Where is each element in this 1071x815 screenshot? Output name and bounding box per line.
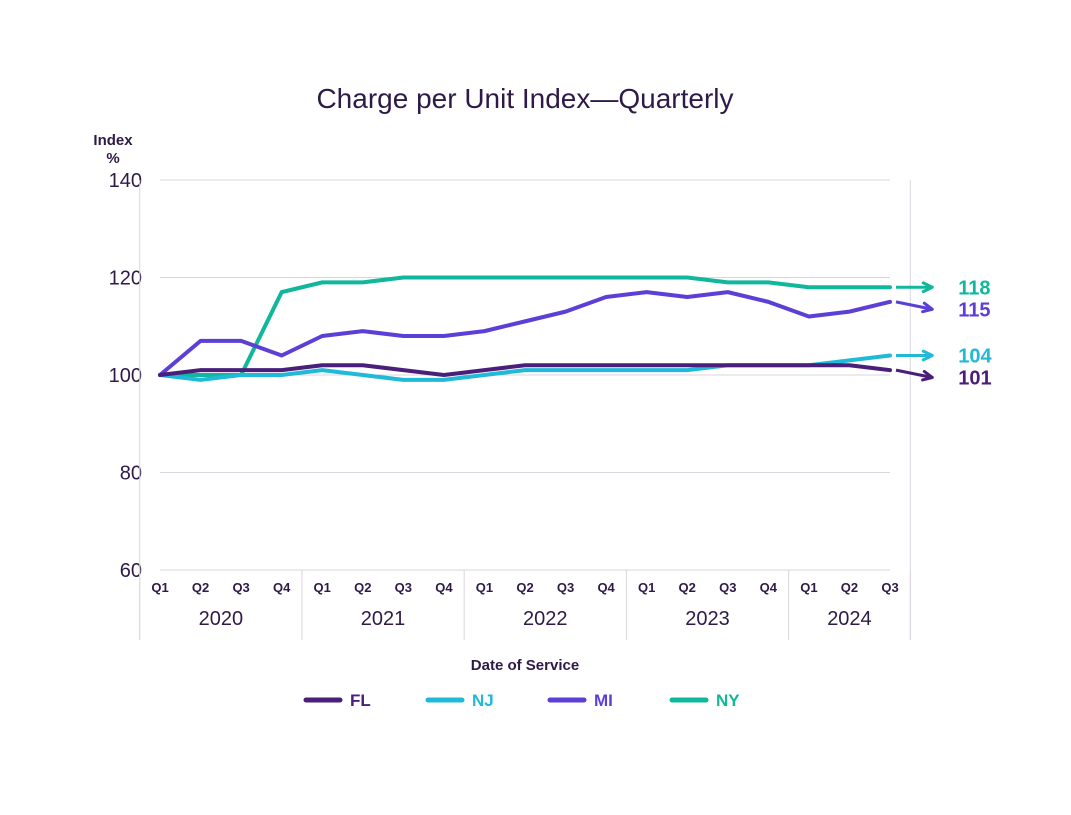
series-line-ny	[160, 278, 890, 376]
quarter-label: Q4	[597, 580, 615, 595]
chart-title: Charge per Unit Index—Quarterly	[316, 83, 733, 114]
year-label: 2021	[361, 608, 406, 630]
legend-label-nj: NJ	[472, 691, 494, 710]
yaxis-title-line1: Index	[93, 132, 133, 149]
yaxis-title-line2: %	[106, 150, 119, 167]
ytick-label: 140	[109, 170, 142, 192]
quarter-label: Q1	[800, 580, 817, 595]
xaxis-title: Date of Service	[471, 657, 579, 674]
quarter-label: Q2	[354, 580, 371, 595]
year-label: 2020	[199, 608, 244, 630]
ytick-label: 100	[109, 365, 142, 387]
series-line-mi	[160, 292, 890, 375]
end-value-ny: 118	[958, 277, 990, 299]
series-line-nj	[160, 356, 890, 380]
quarter-label: Q4	[273, 580, 291, 595]
end-arrow-mi	[896, 302, 932, 312]
end-arrow-fl	[896, 370, 932, 380]
end-value-mi: 115	[958, 299, 990, 321]
quarter-label: Q3	[395, 580, 412, 595]
legend-label-ny: NY	[716, 691, 740, 710]
quarter-label: Q3	[719, 580, 736, 595]
quarter-label: Q2	[841, 580, 858, 595]
end-arrow-nj	[896, 351, 932, 360]
quarter-label: Q1	[476, 580, 493, 595]
legend: FL NJ MI NY	[306, 691, 740, 710]
quarter-label: Q3	[881, 580, 898, 595]
quarter-label: Q3	[557, 580, 574, 595]
end-value-nj: 104	[958, 346, 992, 368]
quarter-label: Q2	[192, 580, 209, 595]
quarter-label: Q3	[232, 580, 249, 595]
legend-label-mi: MI	[594, 691, 613, 710]
ytick-label: 120	[109, 268, 142, 290]
quarter-label: Q1	[314, 580, 331, 595]
quarter-label: Q4	[435, 580, 453, 595]
end-value-fl: 101	[958, 368, 991, 390]
quarter-label: Q2	[679, 580, 696, 595]
quarter-label: Q2	[516, 580, 533, 595]
ytick-label: 60	[120, 560, 142, 582]
year-label: 2022	[523, 608, 568, 630]
legend-label-fl: FL	[350, 691, 371, 710]
quarter-label: Q1	[151, 580, 168, 595]
year-label: 2024	[827, 608, 872, 630]
year-label: 2023	[685, 608, 730, 630]
quarter-label: Q1	[638, 580, 655, 595]
line-chart: Charge per Unit Index—Quarterly Index% 60 8…	[0, 0, 1071, 815]
ytick-label: 80	[120, 463, 142, 485]
end-arrow-ny	[896, 283, 932, 292]
quarter-label: Q4	[760, 580, 778, 595]
